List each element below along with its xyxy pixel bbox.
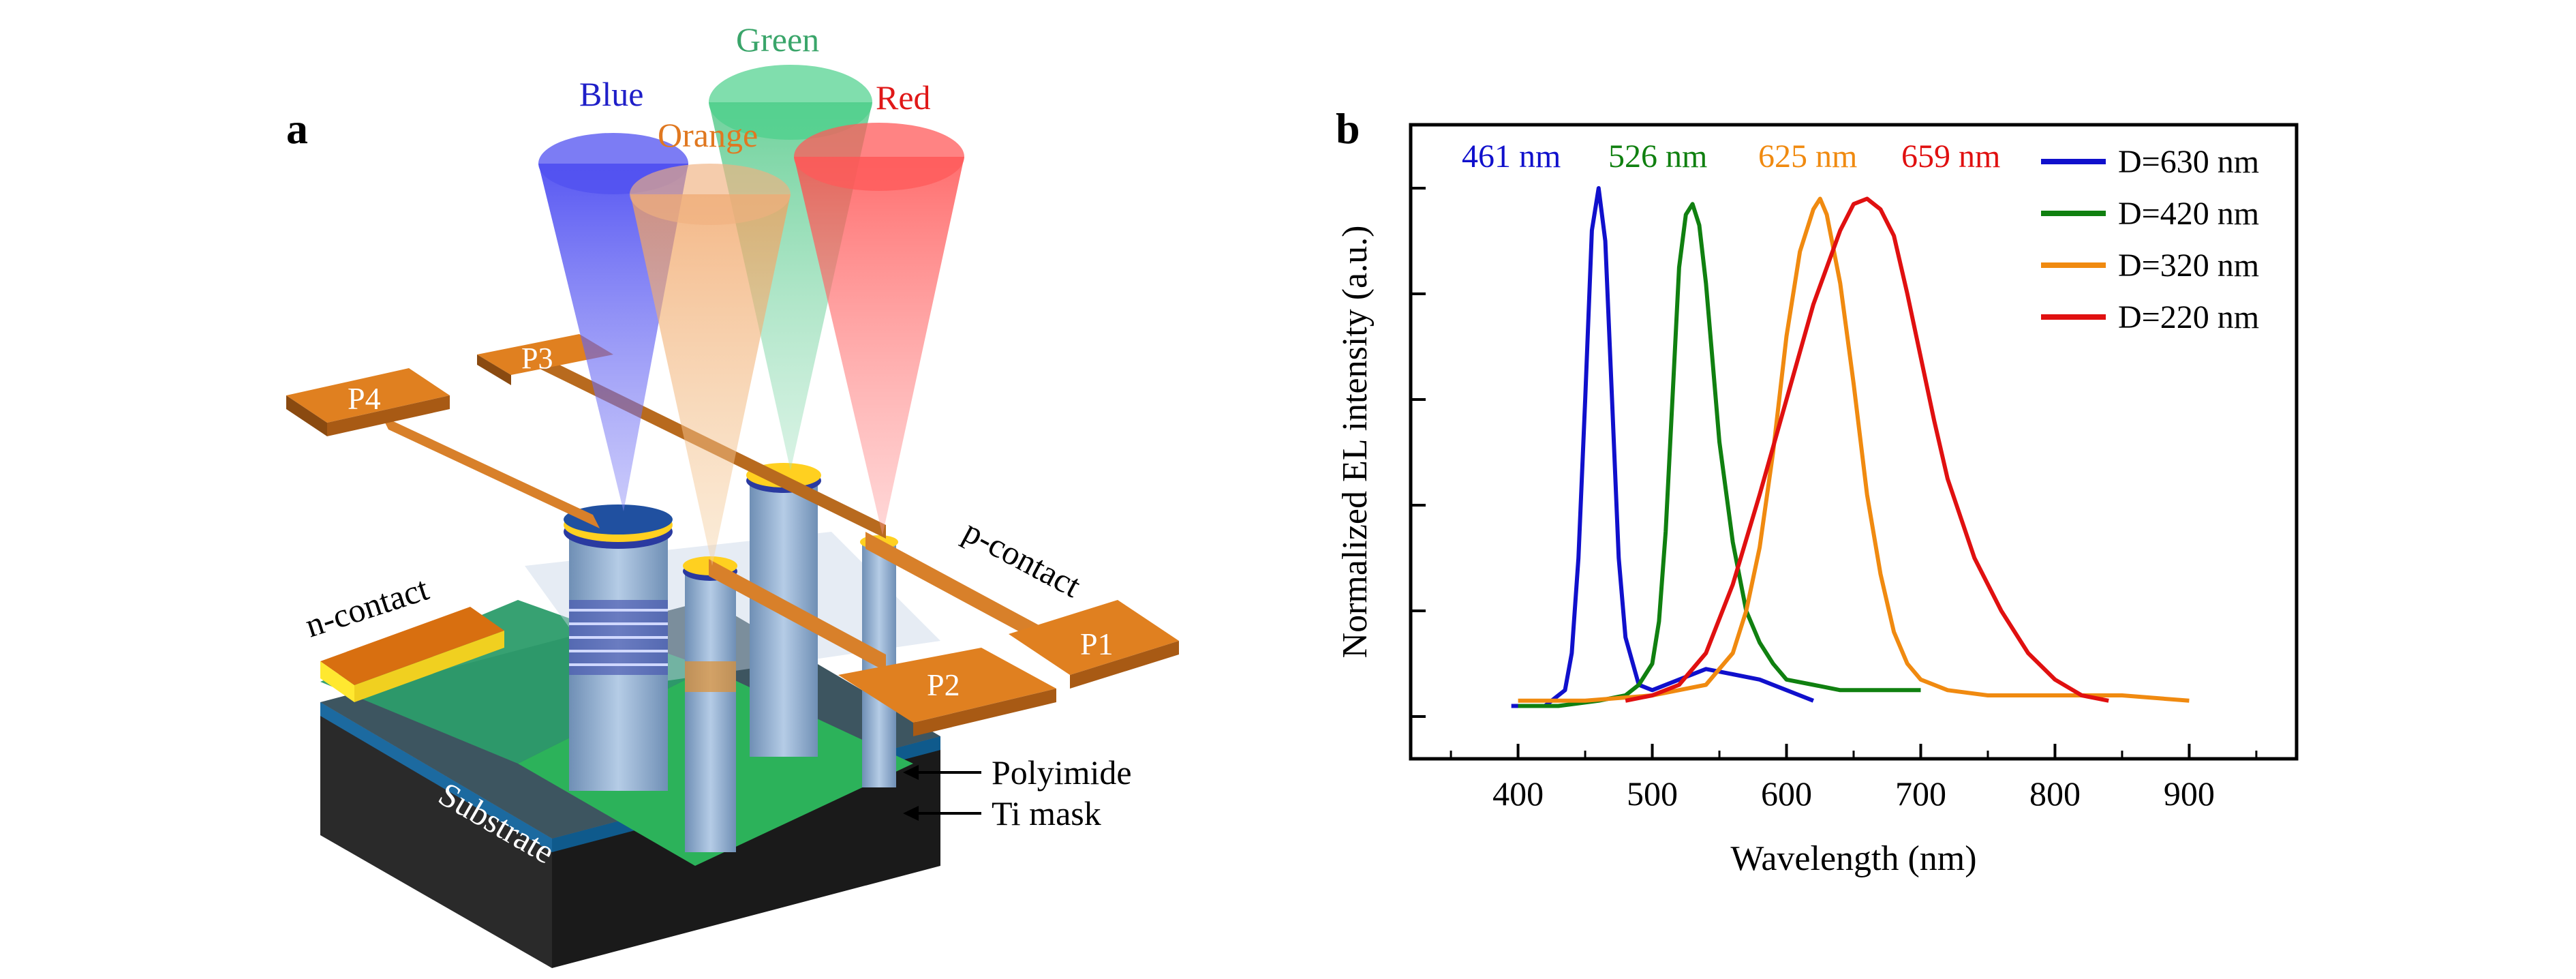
beam-label-orange: Orange	[658, 116, 758, 154]
pad-p3: P3	[477, 334, 613, 385]
pad-p1-label: P1	[1080, 627, 1114, 661]
x-tick-label: 800	[2029, 774, 2081, 813]
peak-label-3: 625 nm	[1758, 138, 1857, 175]
x-tick-label: 900	[2164, 774, 2215, 813]
pad-p2: P2	[838, 648, 1056, 736]
beam-label-blue: Blue	[579, 75, 643, 113]
beam-orange	[630, 164, 791, 566]
ti-mask-label: Ti mask	[992, 794, 1101, 832]
legend-label-1: D=630 nm	[2118, 144, 2259, 180]
panel-a-label: a	[286, 104, 308, 153]
pillar-orange	[683, 556, 737, 852]
legend-label-2: D=420 nm	[2118, 196, 2259, 232]
peak-label-2: 526 nm	[1608, 138, 1707, 175]
pad-p4: P4	[286, 368, 450, 436]
legend-label-3: D=320 nm	[2118, 247, 2259, 284]
y-axis-label: Normalized EL intensity (a.u.)	[1336, 226, 1375, 659]
series-line-2	[1518, 202, 1921, 708]
y-tick-marks	[1411, 187, 1426, 718]
peak-labels: 461 nm 526 nm 625 nm 659 nm	[1462, 138, 2000, 175]
x-tick-label: 600	[1761, 774, 1812, 813]
polyimide-label: Polyimide	[992, 753, 1132, 792]
panel-b-label: b	[1336, 104, 1360, 153]
pad-p4-label: P4	[348, 381, 381, 416]
panel-b: b 400 500 600 700 800 900 461 nm 526 nm 625 nm 6…	[1336, 104, 2299, 878]
peak-label-4: 659 nm	[1901, 138, 2000, 175]
series-line-4	[1625, 196, 2109, 703]
x-axis-label: Wavelength (nm)	[1730, 839, 1976, 878]
series-line-1	[1511, 186, 1814, 708]
peak-label-1: 461 nm	[1462, 138, 1561, 175]
ti-mask-annotation: Ti mask	[903, 794, 1101, 832]
polyimide-annotation: Polyimide	[903, 753, 1132, 792]
pillar-blue	[564, 504, 673, 791]
x-tick-label: 500	[1627, 774, 1678, 813]
panel-a: a	[286, 20, 1179, 968]
pad-p2-label: P2	[927, 667, 960, 702]
x-tick-label: 700	[1895, 774, 1946, 813]
beam-label-red: Red	[876, 78, 931, 117]
legend-label-4: D=220 nm	[2118, 299, 2259, 335]
pad-p3-label: P3	[521, 342, 553, 375]
p-contact-label: p-contact	[957, 511, 1088, 605]
beam-label-green: Green	[736, 20, 819, 59]
pad-p1: P1	[1009, 600, 1179, 689]
series-line-3	[1518, 196, 2190, 703]
x-tick-label: 400	[1492, 774, 1544, 813]
x-tick-labels: 400 500 600 700 800 900	[1492, 774, 2215, 813]
series-lines	[1511, 186, 2190, 708]
legend: D=630 nm D=420 nm D=320 nm D=220 nm	[2041, 144, 2259, 335]
beam-red	[794, 123, 964, 535]
x-tick-marks	[1450, 744, 2258, 759]
n-contact-pad	[320, 607, 504, 702]
